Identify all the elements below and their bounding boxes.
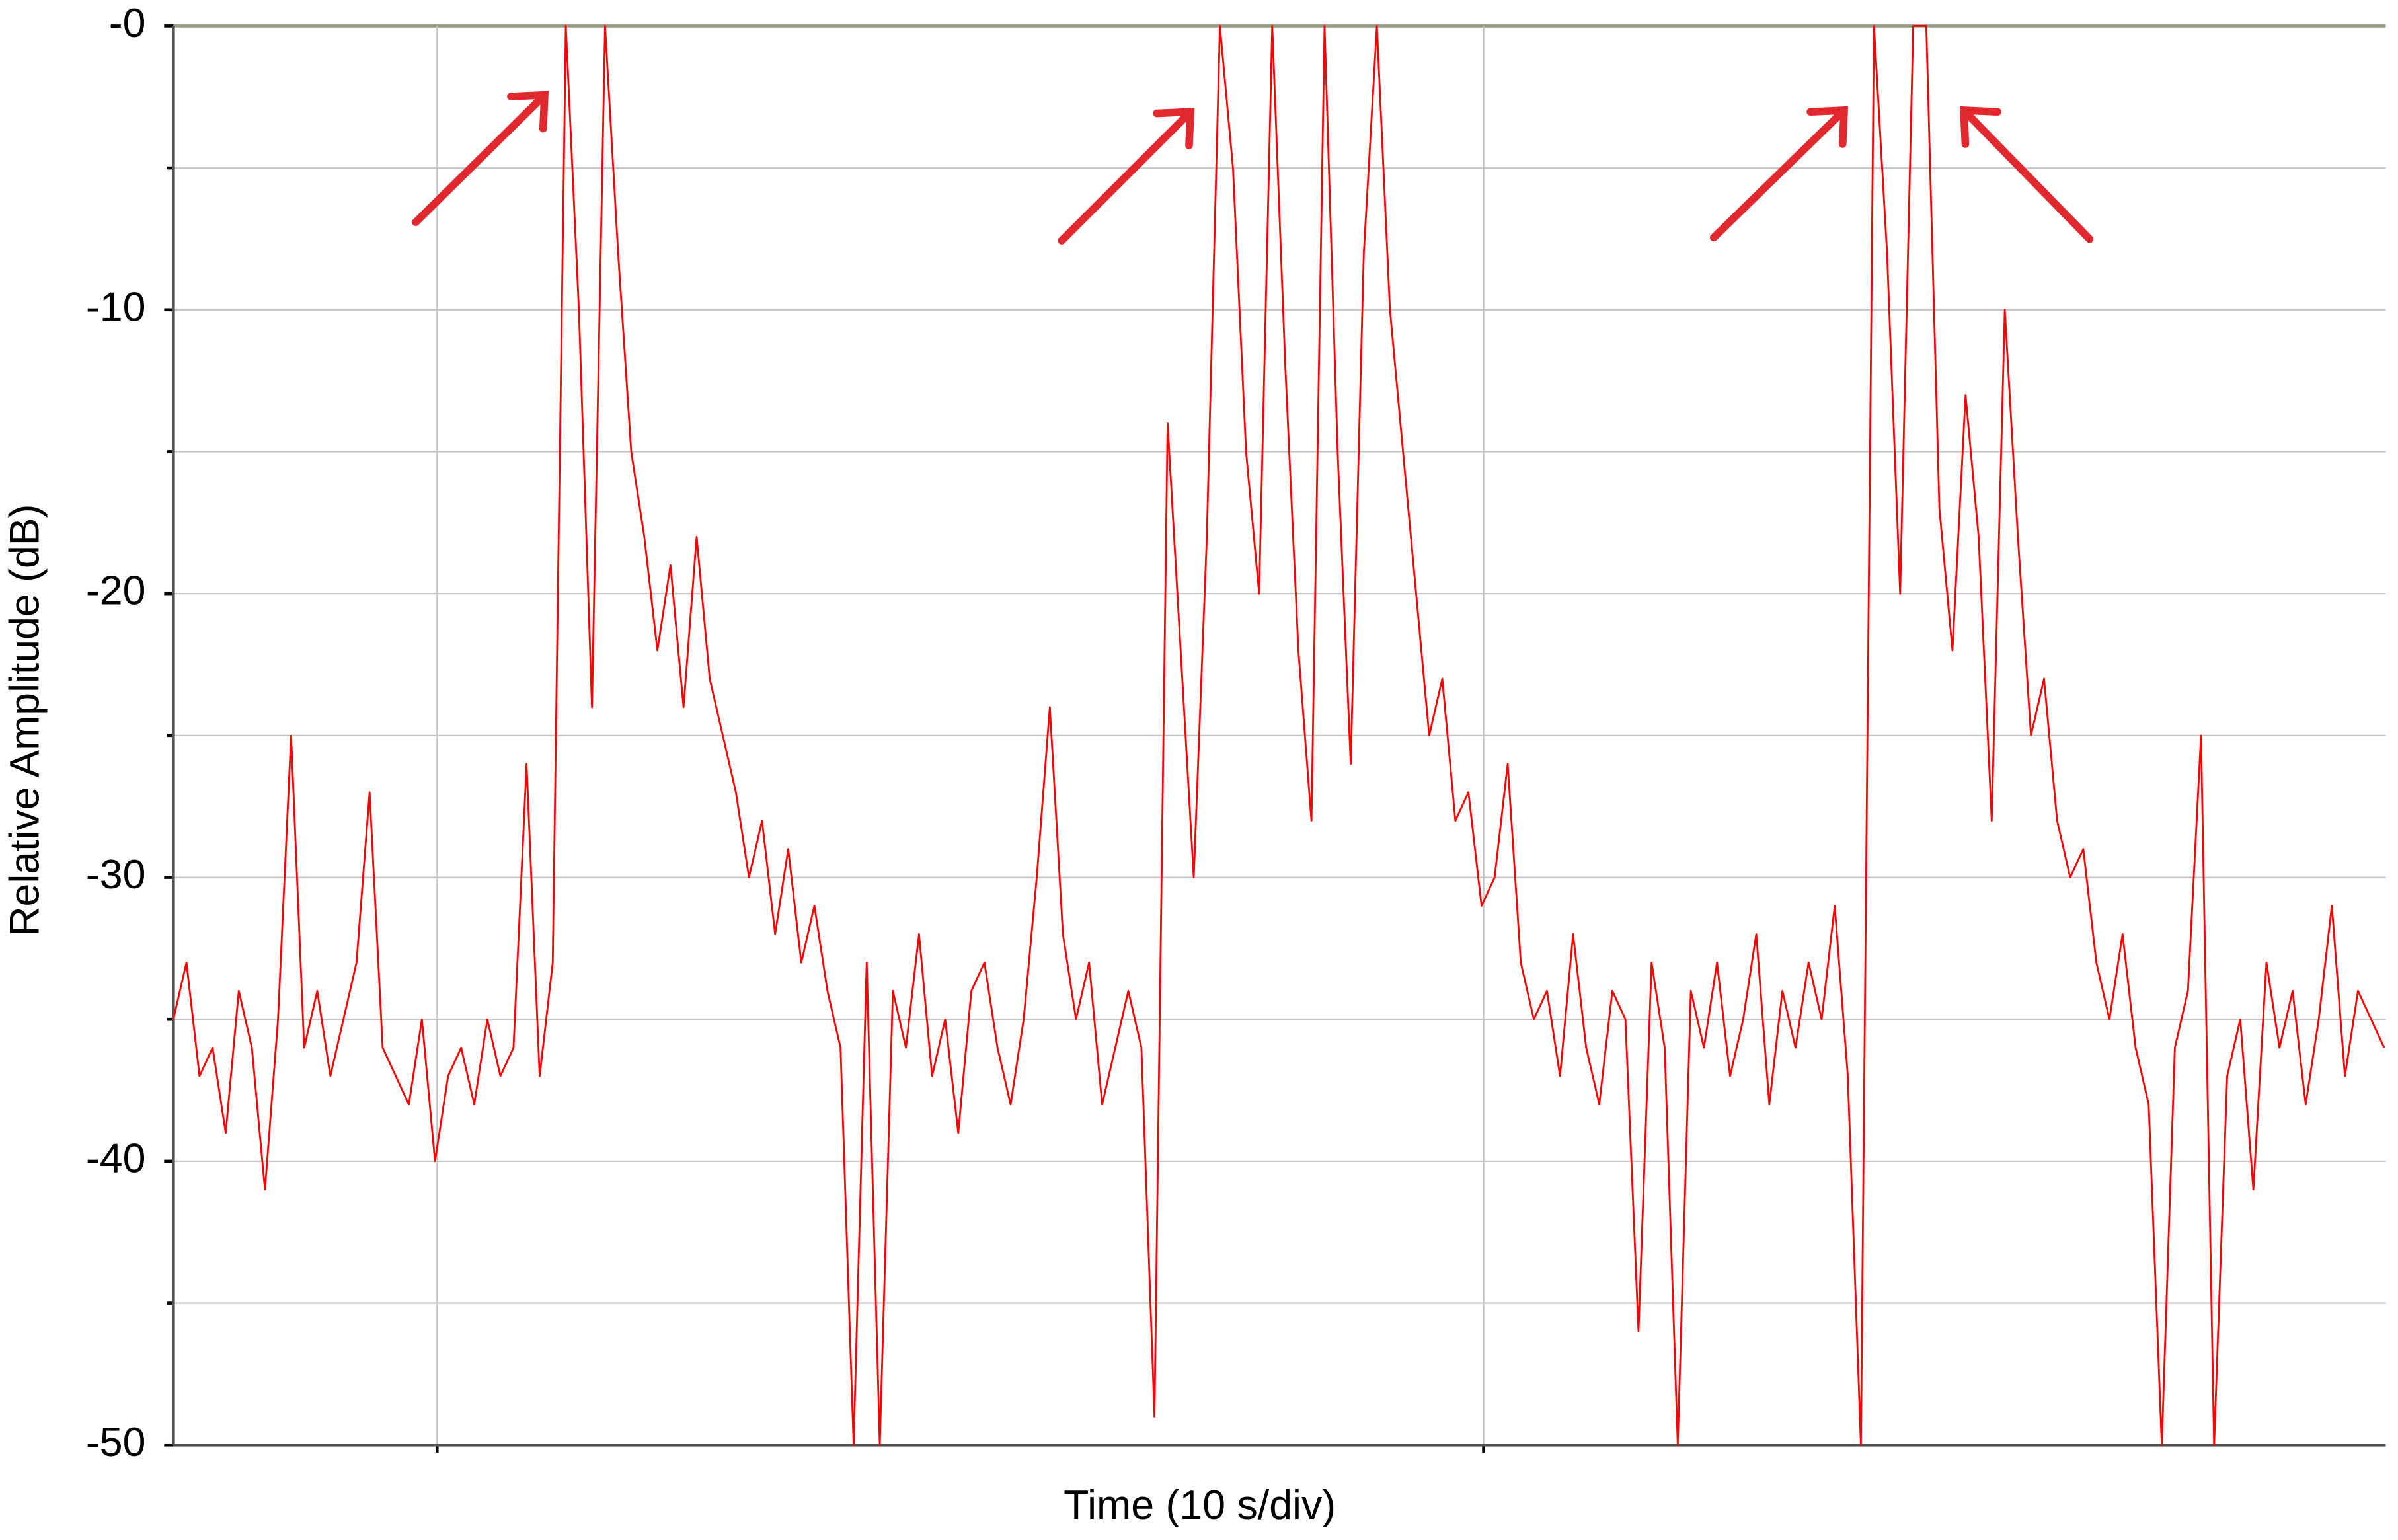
arrow — [1058, 108, 1195, 245]
signal-line — [172, 25, 2385, 1446]
arrow — [1960, 106, 2094, 243]
y-tick-label: -50 — [86, 1419, 146, 1465]
grid: -0 -10 -20 -30 -40 -50 — [86, 0, 2386, 1465]
arrow — [1709, 106, 1849, 242]
y-axis-title: Relative Amplitude (dB) — [1, 504, 48, 937]
arrow — [412, 91, 549, 226]
y-tick-label: -30 — [86, 851, 146, 898]
x-axis-title: Time (10 s/div) — [1064, 1482, 1336, 1528]
annotation-arrows — [412, 91, 2094, 245]
y-tick-label: -0 — [109, 0, 146, 46]
y-tick-label: -40 — [86, 1135, 146, 1181]
plot — [172, 25, 2385, 1446]
y-tick-label: -10 — [86, 284, 146, 330]
y-tick-label: -20 — [86, 568, 146, 614]
